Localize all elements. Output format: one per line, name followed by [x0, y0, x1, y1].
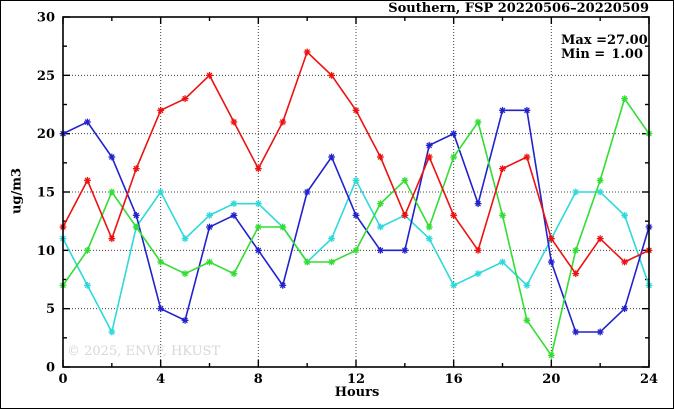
legend-max-label: Max =: [561, 33, 607, 48]
x-tick-label: 0: [58, 372, 67, 387]
legend-max-row: Max = 27.00: [561, 33, 648, 48]
x-axis-label: Hours: [334, 385, 380, 400]
plot-border: [62, 16, 650, 368]
series-blue: [59, 106, 653, 336]
legend-min-row: Min = 1.00: [561, 48, 643, 62]
series-green-markers: [59, 95, 653, 359]
y-tick-label: 10: [37, 244, 55, 259]
watermark: © 2025, ENVF, HKUST: [67, 344, 221, 359]
legend-max-value: 27.00: [606, 33, 648, 48]
x-tick-label: 20: [542, 372, 560, 387]
series-red-markers: [59, 48, 653, 278]
y-tick-label: 20: [37, 127, 55, 142]
series-red-line: [62, 50, 650, 276]
y-tick-label: 25: [37, 69, 55, 84]
x-tick-label: 12: [347, 372, 365, 387]
series-red: [59, 48, 653, 278]
y-tick-label: 30: [37, 11, 55, 26]
y-tick-label: 0: [46, 361, 55, 376]
x-tick-labels: 0 4 8 12 16 20 24: [58, 372, 658, 387]
x-tick-label: 4: [156, 372, 165, 387]
series-green: [59, 95, 653, 359]
x-tick-label: 8: [254, 372, 263, 387]
x-tick-label: 16: [445, 372, 463, 387]
x-tick-label: 24: [640, 372, 658, 387]
legend: Max = 27.00 Min = 1.00: [561, 33, 648, 62]
chart-title: Southern, FSP 20220506–20220509: [388, 1, 649, 16]
y-tick-label: 15: [37, 186, 55, 201]
legend-min-label: Min =: [561, 47, 606, 62]
y-tick-labels: 0 5 10 15 20 25 30: [37, 11, 55, 376]
y-tick-label: 5: [46, 302, 55, 317]
legend-min-value: 1.00: [611, 47, 643, 62]
y-axis-label: ug/m3: [9, 167, 25, 215]
